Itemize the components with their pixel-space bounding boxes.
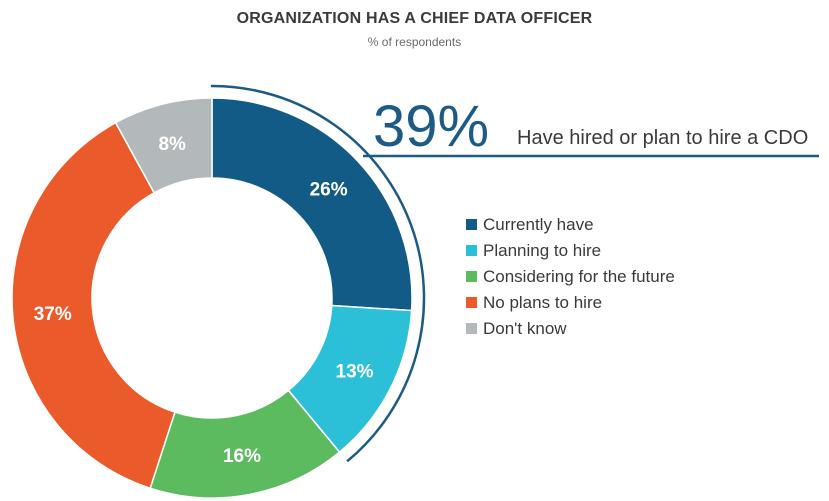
callout-bracket-arc — [210, 84, 426, 463]
legend-swatch — [466, 245, 477, 256]
slice-label: 8% — [158, 134, 186, 155]
chart-subtitle: % of respondents — [367, 35, 462, 49]
slice-no-plans-to-hire — [11, 121, 176, 490]
legend-swatch — [466, 271, 477, 282]
slice-label: 26% — [310, 179, 348, 200]
callout-value: 39% — [373, 94, 489, 159]
slice-don-t-know — [114, 97, 213, 194]
slice-currently-have — [211, 97, 413, 312]
chart-title: ORGANIZATION HAS A CHIEF DATA OFFICER — [236, 10, 593, 27]
legend-swatch — [466, 323, 477, 334]
legend-item-label: Currently have — [483, 215, 594, 234]
legend-item-label: Don't know — [483, 319, 567, 338]
legend: Currently have Planning to hire Considerin… — [466, 215, 675, 338]
callout-text: Have hired or plan to hire a CDO — [517, 127, 808, 149]
legend-item-label: No plans to hire — [483, 293, 602, 312]
legend-swatch — [466, 297, 477, 308]
slice-label: 37% — [34, 304, 72, 325]
legend-item-label: Considering for the future — [483, 267, 675, 286]
donut-slices — [11, 97, 413, 499]
slice-labels: 26% 13% 16% 37% 8% — [34, 134, 374, 467]
slice-label: 16% — [223, 446, 261, 467]
slice-label: 13% — [336, 362, 374, 383]
legend-swatch — [466, 219, 477, 230]
legend-item-label: Planning to hire — [483, 241, 601, 260]
